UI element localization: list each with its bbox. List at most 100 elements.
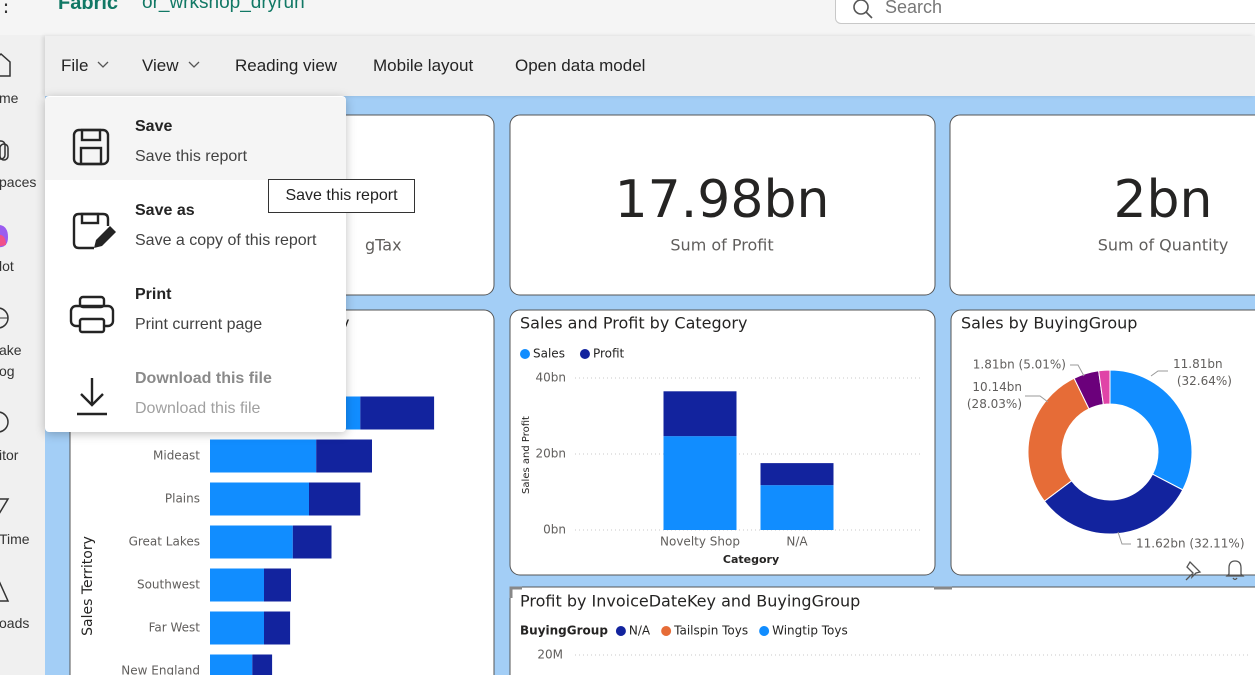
menu-item-download: Download this file Download this file (45, 348, 346, 432)
nav-icon (0, 307, 9, 329)
nav-label[interactable]: og (0, 363, 15, 379)
menu-file[interactable]: File (61, 56, 112, 76)
nav-label[interactable]: itor (0, 447, 19, 463)
data-label-line: 11.81bn (1173, 357, 1223, 371)
menu-item-title: Print (135, 286, 172, 303)
chart-title: Sales and Profit by Category (520, 314, 747, 333)
menu-item-description: Save this report (135, 148, 248, 165)
bar (210, 654, 253, 675)
bar (210, 439, 317, 473)
menu-label: File (61, 56, 89, 75)
nav-icon (0, 140, 9, 161)
menu-reading-view[interactable]: Reading view (235, 56, 338, 75)
legend-label: Sales (533, 347, 565, 361)
bar (663, 391, 737, 437)
y-tick-label: 20M (537, 648, 563, 662)
data-label: 10.14bn (28.03%) (963, 380, 1022, 411)
bar (760, 463, 834, 486)
card (949, 114, 1255, 296)
nav-icon (0, 224, 8, 248)
bar (309, 482, 361, 516)
data-label: 11.62bn (32.11%) (1136, 537, 1245, 551)
bar (292, 525, 332, 559)
brand[interactable]: Fabric (58, 0, 119, 14)
pin-icon (1185, 560, 1202, 581)
y-tick-label: Far West (149, 621, 201, 635)
save-icon (72, 128, 110, 166)
leader-line (1070, 364, 1085, 377)
nav-label[interactable]: oads (0, 615, 30, 631)
bar (210, 525, 293, 559)
visual (950, 309, 1255, 576)
nav-label[interactable]: Time (0, 531, 30, 547)
bar (316, 439, 372, 473)
bar (264, 568, 291, 602)
y-tick-label: Great Lakes (129, 535, 200, 549)
legend-marker (661, 626, 672, 636)
menu-item-save-as[interactable]: Save as Save a copy of this report (45, 180, 346, 264)
bar (663, 436, 737, 530)
legend-label: N/A (629, 624, 651, 638)
nav-label[interactable]: paces (0, 174, 37, 190)
bell-shape (1225, 560, 1245, 581)
save-as-icon (72, 212, 116, 250)
menu-item-title: Save (135, 118, 173, 135)
leader-line (1025, 395, 1049, 403)
x-tick-label: N/A (786, 535, 808, 549)
nav-label[interactable]: lot (0, 258, 14, 274)
menu-item-description: Save a copy of this report (135, 232, 317, 249)
left-nav: me paces lot ake og itor Time oads (0, 35, 45, 675)
bar (252, 654, 273, 675)
bar (360, 396, 435, 430)
menu-dots[interactable]: ⋮ (0, 0, 16, 16)
card-label: Sum of Profit (670, 236, 773, 255)
file-menu: Save Save this report Save as Save a cop… (45, 96, 346, 432)
legend-label: Tailspin Toys (673, 624, 748, 638)
tooltip: Save this report (268, 179, 415, 213)
workspace[interactable]: or_wrkshop_dryrun (142, 0, 305, 13)
print-icon (69, 295, 115, 334)
menu-bar (45, 36, 1255, 96)
leader-line (1117, 531, 1131, 545)
donut-slice (1109, 369, 1193, 491)
menu-item-save[interactable]: Save Save this report (45, 97, 346, 180)
legend-marker (759, 626, 770, 636)
axis-title: Category (723, 553, 779, 566)
data-label: 11.81bn (32.64%) (1173, 357, 1232, 388)
legend-marker (579, 349, 590, 359)
bar (210, 568, 264, 602)
menu-mobile-layout[interactable]: Mobile layout (373, 56, 474, 75)
menu-view[interactable]: View (142, 56, 203, 76)
nav-label[interactable]: ake (0, 342, 22, 358)
chevron (188, 61, 200, 68)
menu-item-description: Download this file (135, 400, 261, 417)
bar (210, 611, 264, 645)
bar (264, 611, 291, 645)
menu-item-print[interactable]: Print Print current page (45, 264, 346, 348)
legend-title: BuyingGroup (520, 624, 608, 638)
card-label: Sum of Quantity (1098, 236, 1229, 255)
chart-title: Sales by BuyingGroup (961, 314, 1137, 333)
axis-title: Sales and Profit (521, 416, 532, 494)
donut-slice (1027, 377, 1090, 502)
visual (509, 586, 1255, 675)
search-box[interactable]: Search (835, 0, 1255, 24)
leader-line (1150, 370, 1168, 377)
menu-open-data-model[interactable]: Open data model (515, 56, 646, 75)
data-label-line: (28.03%) (963, 397, 1022, 411)
search-placeholder: Search (885, 0, 943, 17)
alert-icon (1225, 560, 1245, 581)
menu-label: View (142, 56, 179, 75)
y-tick-label: 40bn (536, 371, 567, 385)
nav-label[interactable]: me (0, 90, 19, 106)
legend-label: Wingtip Toys (772, 624, 848, 638)
card-label: gTax (365, 236, 402, 255)
legend-marker (520, 349, 530, 359)
data-label-line: (32.64%) (1173, 374, 1232, 388)
search-icon (853, 0, 873, 19)
y-tick-label: New England (121, 664, 200, 675)
legend-label: Profit (593, 347, 625, 361)
donut-slice (1098, 369, 1111, 406)
